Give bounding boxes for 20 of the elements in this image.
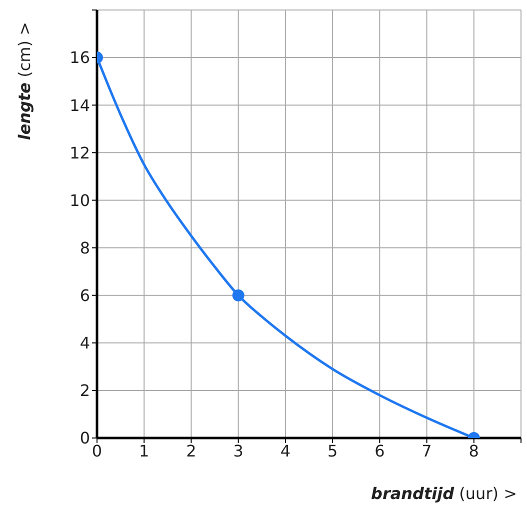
y-tick-label: 12 [70,143,90,162]
x-tick-label: 2 [186,441,196,460]
y-tick-label: 4 [80,334,90,353]
x-axis-title: brandtijd (uur) > [371,484,517,503]
y-tick-label: 8 [80,238,90,258]
x-tick-label: 3 [233,441,244,460]
y-axis-title: lengte (cm) > [15,22,34,140]
x-tick-label: 7 [422,441,432,460]
x-tick-label: 6 [374,441,385,460]
y-tick-label: 2 [80,381,90,400]
y-tick-label: 14 [70,96,90,115]
x-tick-label: 4 [280,441,291,460]
x-tick-label: 5 [327,441,338,460]
y-tick-label: 16 [70,48,90,68]
y-tick-label: 6 [80,286,90,306]
y-tick-label: 10 [70,190,90,210]
x-tick-label: 0 [92,441,102,460]
y-tick-label: 0 [80,428,90,448]
x-tick-label: 8 [468,441,479,460]
x-tick-label: 1 [139,441,150,460]
